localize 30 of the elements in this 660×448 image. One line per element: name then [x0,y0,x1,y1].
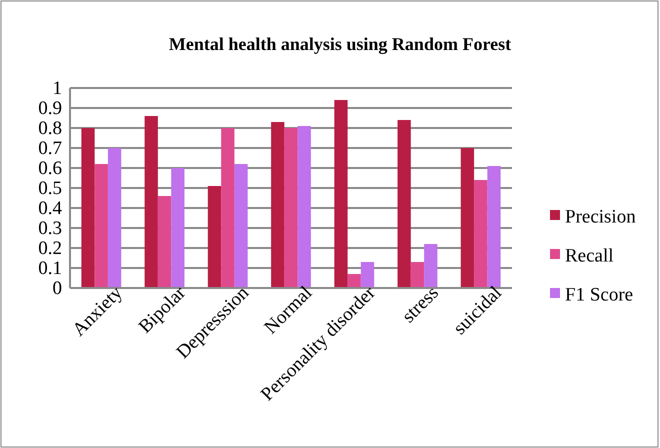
y-tick-label: 0.1 [38,258,62,280]
legend-label: Precision [565,206,636,228]
bar [94,164,108,288]
bar [360,262,374,288]
bar [108,148,122,288]
y-tick-label: 0.5 [38,178,62,200]
y-tick-label: 1 [52,78,62,100]
bar [348,274,361,288]
bar [144,116,158,288]
bar [334,100,348,288]
chart-title: Mental health analysis using Random Forest [168,34,512,54]
legend-label: F1 Score [565,284,634,306]
bar [158,196,172,288]
bar [208,186,222,288]
bar [81,128,95,288]
bar [234,164,248,288]
y-tick-label: 0.4 [38,198,62,220]
legend-label: Recall [565,246,614,267]
y-tick-label: 0.3 [38,218,62,240]
bar [171,168,184,288]
bar [398,120,411,288]
bar [410,262,424,288]
bar [221,128,234,288]
y-tick-label: 0 [52,278,62,300]
bar [424,244,438,288]
y-tick-label: 0.2 [38,238,62,260]
y-tick-label: 0.9 [38,98,62,120]
y-tick-label: 0.7 [38,138,62,160]
y-tick-label: 0.6 [38,158,62,180]
y-tick-label: 0.8 [38,118,62,140]
